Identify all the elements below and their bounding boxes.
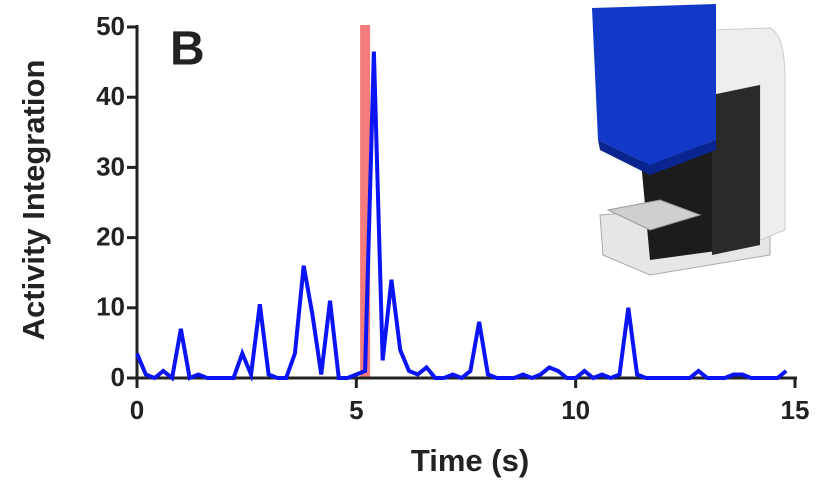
data-line [135, 51, 788, 383]
y-tick-label: 20 [96, 221, 125, 251]
y-tick-label: 30 [96, 151, 125, 181]
x-tick-label: 0 [130, 395, 144, 425]
panel-label: B [170, 23, 205, 76]
y-tick-label: 0 [111, 362, 125, 392]
y-axis-label: Activity Integration [16, 60, 51, 341]
y-tick-label: 10 [96, 292, 125, 322]
x-tick-label: 10 [561, 395, 590, 425]
x-axis-label: Time (s) [411, 443, 529, 478]
x-tick-label: 5 [349, 395, 363, 425]
x-tick-label: 15 [781, 395, 810, 425]
y-tick-label: 40 [96, 81, 125, 111]
device-illustration [592, 4, 786, 276]
stimulus-band [360, 25, 371, 378]
y-tick-label: 50 [96, 11, 125, 41]
